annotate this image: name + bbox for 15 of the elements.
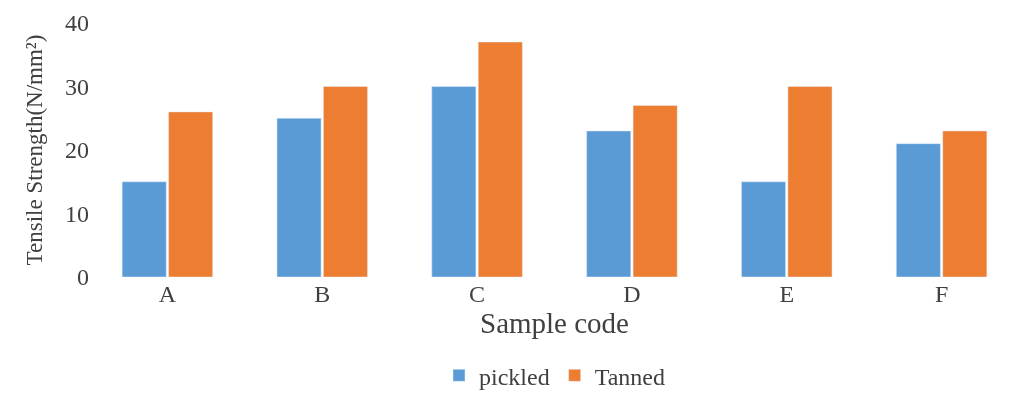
y-tick-label: 0 [77,264,89,291]
x-tick-label: D [623,281,641,307]
legend-label: pickled [479,363,550,390]
x-axis-title: Sample code [480,307,629,339]
y-tick-label: 20 [65,137,89,164]
x-tick-label: E [779,281,795,307]
x-tick-label: C [469,281,486,307]
x-tick-label: A [158,281,177,307]
y-tick-label: 10 [65,200,89,227]
y-tick-label: 40 [65,10,89,37]
y-tick-label: 30 [65,73,89,100]
x-tick-label: F [934,281,949,307]
y-axis-title: Tensile Strength(N/mm²) [22,34,48,266]
legend-label: Tanned [594,363,665,390]
x-tick-label: B [314,281,331,307]
